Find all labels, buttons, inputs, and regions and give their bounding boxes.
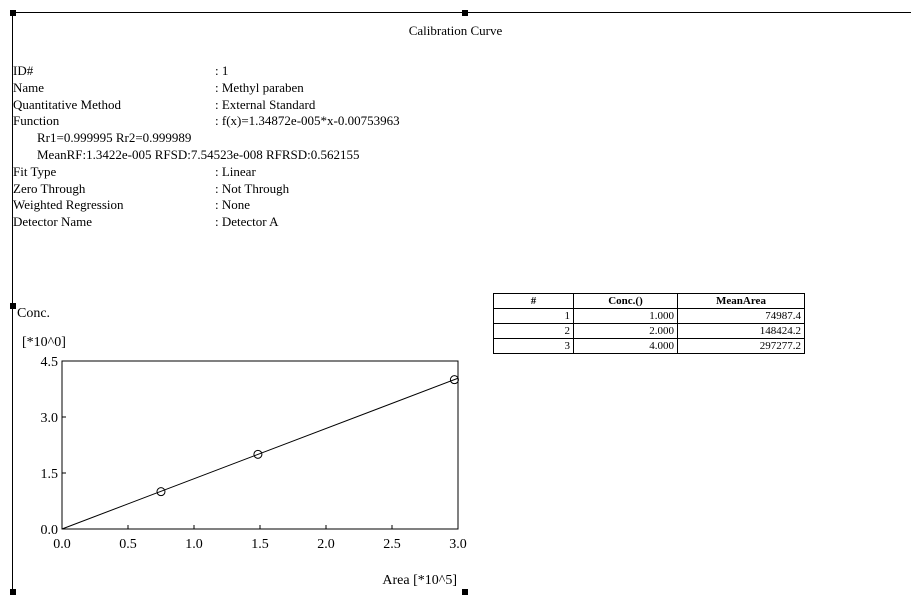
info-value: : Methyl paraben xyxy=(215,79,304,95)
resize-handle-bottom-left[interactable] xyxy=(10,589,16,595)
calibration-data-table: # Conc.() MeanArea 1 1.000 74987.4 2 2.0… xyxy=(493,293,805,354)
frame-left-border xyxy=(12,12,13,592)
resize-handle-top-center[interactable] xyxy=(462,10,468,16)
column-header-index: # xyxy=(493,293,574,309)
info-row-id: ID# : 1 xyxy=(13,63,400,80)
plot-area-frame xyxy=(61,360,459,530)
info-value: : Detector A xyxy=(215,214,279,230)
info-label: Weighted Regression xyxy=(13,197,124,213)
info-row-zero-through: Zero Through : Not Through xyxy=(13,181,400,198)
frame-top-border xyxy=(12,12,911,13)
info-label: Fit Type xyxy=(13,163,57,179)
info-label: Function xyxy=(13,113,60,129)
table-cell: 3 xyxy=(493,338,574,354)
resize-handle-top-left[interactable] xyxy=(10,10,16,16)
info-label: Detector Name xyxy=(13,214,93,230)
info-row-function: Function : f(x)=1.34872e-005*x-0.00753963 xyxy=(13,113,400,130)
table-cell: 1 xyxy=(493,308,574,324)
x-tick-label: 3.0 xyxy=(449,537,467,552)
table-row: 1 1.000 74987.4 xyxy=(493,308,805,324)
info-value: : f(x)=1.34872e-005*x-0.00753963 xyxy=(215,113,400,129)
x-tick-label: 2.5 xyxy=(383,537,401,552)
table-row: 2 2.000 148424.2 xyxy=(493,323,805,339)
info-value: : Linear xyxy=(215,163,256,179)
info-label: ID# xyxy=(13,63,34,78)
table-row: 3 4.000 297277.2 xyxy=(493,338,805,354)
table-cell: 74987.4 xyxy=(677,308,805,324)
data-point xyxy=(449,375,459,385)
data-point xyxy=(156,487,166,497)
table-cell: 2.000 xyxy=(573,323,678,339)
column-header-mean-area: MeanArea xyxy=(677,293,805,309)
x-tick-label: 0.5 xyxy=(119,537,137,552)
resize-handle-bottom-center[interactable] xyxy=(462,589,468,595)
table-header-row: # Conc.() MeanArea xyxy=(493,293,805,309)
info-row-detector: Detector Name : Detector A xyxy=(13,214,400,231)
data-point xyxy=(253,449,263,459)
axis-ticks: 0.0 0.5 1.0 1.5 2.0 2.5 3.0 0.0 1.5 3.0 4.5 xyxy=(41,355,467,552)
info-row-fit-type: Fit Type : Linear xyxy=(13,164,400,181)
x-tick-label: 0.0 xyxy=(53,537,71,552)
report-title: Calibration Curve xyxy=(408,23,503,38)
info-value: : Not Through xyxy=(215,180,290,196)
regression-line xyxy=(61,377,459,530)
y-axis-scale-label: [*10^0] xyxy=(22,335,66,350)
table-cell: 1.000 xyxy=(573,308,678,324)
calibration-info-block: ID# : 1 Name : Methyl paraben Quantitative… xyxy=(13,63,400,231)
table-cell: 2 xyxy=(493,323,574,339)
y-tick-label: 0.0 xyxy=(41,523,59,538)
info-label: Zero Through xyxy=(13,180,86,196)
table-cell: 297277.2 xyxy=(677,338,805,354)
info-value: : None xyxy=(215,197,251,213)
info-value: : External Standard xyxy=(215,96,316,112)
info-row-method: Quantitative Method : External Standard xyxy=(13,97,400,114)
y-tick-label: 1.5 xyxy=(41,467,59,482)
y-tick-label: 3.0 xyxy=(41,411,59,426)
x-tick-label: 1.5 xyxy=(251,537,269,552)
x-axis-label: Area [*10^5] xyxy=(382,573,457,588)
x-tick-label: 2.0 xyxy=(317,537,335,552)
table-cell: 148424.2 xyxy=(677,323,805,339)
data-points xyxy=(156,375,459,497)
info-label: Quantitative Method xyxy=(13,96,121,112)
y-axis-label: Conc. xyxy=(17,306,50,321)
y-tick-label: 4.5 xyxy=(41,355,59,370)
response-factor-stats: MeanRF:1.3422e-005 RFSD:7.54523e-008 RFR… xyxy=(37,146,360,162)
info-row-name: Name : Methyl paraben xyxy=(13,80,400,97)
table-cell: 4.000 xyxy=(573,338,678,354)
correlation-stats: Rr1=0.999995 Rr2=0.999989 xyxy=(37,130,192,146)
resize-handle-middle-left[interactable] xyxy=(10,303,16,309)
info-label: Name xyxy=(13,79,45,95)
x-tick-label: 1.0 xyxy=(185,537,203,552)
column-header-conc: Conc.() xyxy=(573,293,678,309)
info-value: : 1 xyxy=(215,63,229,78)
info-row-weighted: Weighted Regression : None xyxy=(13,197,400,214)
